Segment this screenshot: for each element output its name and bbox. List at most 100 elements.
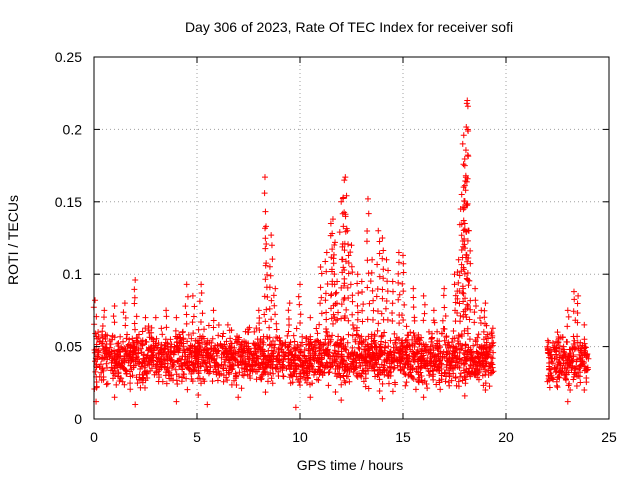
data-point (111, 303, 118, 310)
dense-point (166, 355, 173, 362)
dense-point (297, 349, 304, 356)
dense-point (563, 376, 570, 383)
data-point (196, 298, 203, 305)
dense-point (338, 355, 345, 362)
dense-point (457, 370, 464, 377)
data-point (363, 238, 370, 245)
dense-point (460, 361, 467, 368)
data-point (266, 305, 273, 312)
dense-point (306, 342, 313, 349)
dense-point (444, 341, 451, 348)
data-point (457, 318, 464, 325)
data-point (452, 299, 459, 306)
dense-point (573, 358, 580, 365)
dense-point (279, 340, 286, 347)
dense-point (382, 339, 389, 346)
dense-point (136, 331, 143, 338)
dense-point (216, 370, 223, 377)
dense-point (107, 352, 114, 359)
dense-point (564, 338, 571, 345)
data-point (132, 276, 139, 283)
dense-point (246, 324, 253, 331)
dense-point (225, 356, 232, 363)
dense-point (489, 355, 496, 362)
data-point (111, 394, 118, 401)
dense-point (194, 350, 201, 357)
dense-point (453, 359, 460, 366)
dense-point (196, 343, 203, 350)
dense-point (441, 337, 448, 344)
data-point (460, 264, 467, 271)
dense-point (359, 354, 366, 361)
dense-point (276, 352, 283, 359)
data-point (395, 270, 402, 277)
data-point (454, 310, 461, 317)
dense-point (457, 346, 464, 353)
dense-point (187, 342, 194, 349)
dense-point (278, 346, 285, 353)
dense-point (139, 379, 146, 386)
dense-point (125, 359, 132, 366)
dense-point (366, 363, 373, 370)
data-point (581, 387, 588, 394)
dense-point (570, 373, 577, 380)
dense-point (301, 346, 308, 353)
data-point (564, 398, 571, 405)
dense-point (554, 356, 561, 363)
dense-point (219, 344, 226, 351)
dense-point (100, 373, 107, 380)
dense-point (188, 335, 195, 342)
dense-point (569, 345, 576, 352)
dense-point (444, 349, 451, 356)
data-point (235, 394, 242, 401)
data-point (191, 303, 198, 310)
dense-point (352, 336, 359, 343)
data-point (374, 261, 381, 268)
dense-point (342, 361, 349, 368)
data-point (131, 300, 138, 307)
dense-point (338, 381, 345, 388)
dense-point (200, 359, 207, 366)
dense-point (416, 355, 423, 362)
data-point (354, 271, 361, 278)
dense-point (280, 373, 287, 380)
dense-point (410, 329, 417, 336)
dense-point (239, 371, 246, 378)
data-point (199, 310, 206, 317)
dense-point (404, 364, 411, 371)
dense-point (577, 355, 584, 362)
data-point (316, 321, 323, 328)
dense-point (275, 368, 282, 375)
dense-point (567, 387, 574, 394)
dense-point (458, 331, 465, 338)
dense-point (450, 370, 457, 377)
x-tick-label: 0 (90, 429, 98, 445)
dense-point (171, 343, 178, 350)
data-point (464, 97, 471, 104)
dense-point (178, 340, 185, 347)
data-point (488, 329, 495, 336)
dense-point (127, 386, 134, 393)
dense-point (332, 365, 339, 372)
plot-frame (93, 56, 610, 420)
dense-point (142, 325, 149, 332)
data-point (340, 223, 347, 230)
dense-point (396, 360, 403, 367)
dense-point (246, 351, 253, 358)
dense-point (134, 380, 141, 387)
dense-point (219, 333, 226, 340)
dense-point (279, 361, 286, 368)
data-point (465, 282, 472, 289)
data-point (379, 235, 386, 241)
dense-point (342, 343, 349, 350)
dense-point (416, 335, 423, 342)
data-point (345, 270, 352, 277)
data-point (342, 174, 349, 181)
dense-point (337, 337, 344, 344)
data-point (379, 395, 386, 402)
dense-point (423, 360, 430, 367)
dense-point (253, 356, 260, 363)
data-point (345, 295, 352, 302)
dense-point (179, 374, 186, 381)
data-point (376, 238, 383, 245)
